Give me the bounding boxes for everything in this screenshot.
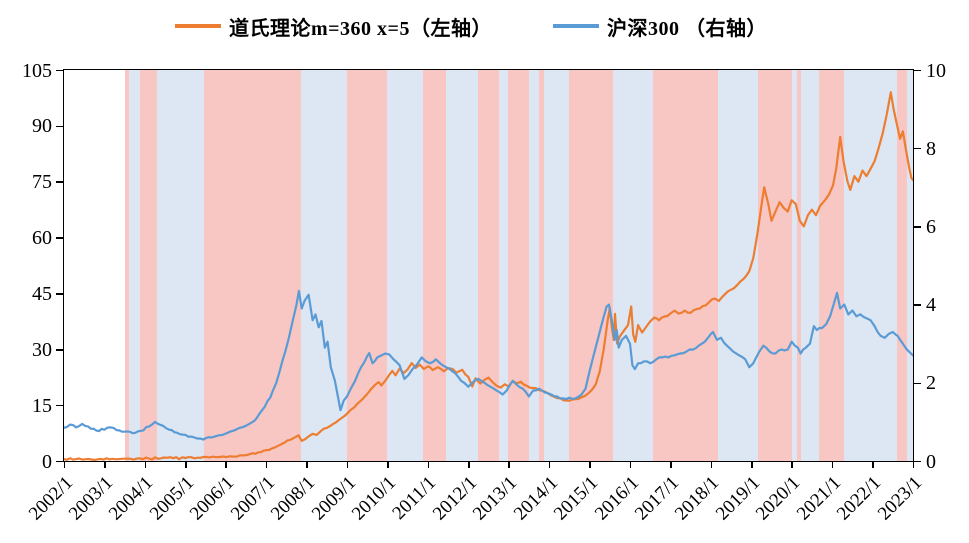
right-axis-label: 6 (926, 215, 936, 238)
legend-line-swatch-orange (175, 24, 221, 28)
right-axis-tick (913, 304, 921, 306)
left-axis-label: 105 (22, 59, 52, 82)
right-axis-label: 4 (926, 294, 936, 317)
regime-band-pink (653, 70, 719, 461)
right-axis-tick (913, 382, 921, 385)
regime-band-pink (140, 70, 157, 461)
regime-band-pink (896, 70, 907, 461)
x-axis-tick (225, 461, 227, 468)
x-axis-tick (387, 461, 389, 468)
left-axis-tick (56, 237, 63, 239)
series-line-csi300 (64, 289, 913, 441)
regime-band-pink (796, 70, 801, 461)
x-axis-tick (346, 461, 349, 468)
x-axis-tick (185, 461, 187, 468)
x-axis-tick (306, 461, 308, 468)
left-axis-tick (56, 69, 63, 72)
left-axis-tick (56, 404, 63, 407)
legend-item-csi300: 沪深300 （右轴） (553, 12, 767, 40)
left-axis-label: 0 (42, 450, 52, 473)
legend-item-dow-theory: 道氏理论m=360 x=5（左轴） (175, 12, 492, 40)
series-lines (64, 91, 913, 461)
right-axis-label: 8 (926, 137, 936, 160)
regime-band-blue (387, 70, 423, 461)
x-axis-tick (831, 461, 834, 468)
left-axis-tick (56, 349, 63, 351)
left-axis-label: 15 (32, 394, 52, 417)
left-axis-label: 45 (32, 282, 52, 305)
x-axis-tick (872, 461, 874, 468)
plot-area (63, 69, 914, 462)
left-axis-label: 60 (32, 227, 52, 250)
regime-band-blue (499, 70, 509, 461)
x-axis-tick (144, 461, 147, 468)
left-axis-label: 75 (32, 171, 52, 194)
right-axis-label: 2 (926, 372, 936, 395)
x-axis-tick (265, 461, 268, 468)
regime-band-blue (843, 70, 897, 461)
x-axis-tick (791, 461, 793, 468)
regime-band-blue (300, 70, 347, 461)
x-axis-tick (629, 461, 632, 468)
regime-band-pink (508, 70, 530, 461)
regime-band-blue (906, 70, 913, 461)
x-axis-tick (508, 461, 510, 468)
x-axis-tick (912, 461, 915, 468)
regime-band-pink (758, 70, 793, 461)
series-line-dow-theory (64, 91, 913, 461)
right-axis-tick (913, 69, 921, 72)
regime-band-blue (156, 70, 204, 461)
regime-band-pink (125, 70, 130, 461)
regime-band-pink (539, 70, 545, 461)
regime-band-pink (569, 70, 614, 461)
legend-label-csi300: 沪深300 （右轴） (607, 17, 767, 40)
x-axis-tick (589, 461, 591, 468)
x-axis-tick (468, 461, 470, 468)
x-axis-tick (63, 461, 66, 468)
legend-line-swatch-blue (553, 24, 599, 28)
left-axis-label: 90 (32, 115, 52, 138)
regime-band-pink (478, 70, 500, 461)
left-axis-tick (56, 460, 63, 463)
x-axis-tick (670, 461, 672, 468)
right-axis-tick (913, 460, 921, 463)
x-axis-tick (751, 461, 753, 468)
regime-band-pink (819, 70, 844, 461)
x-axis-tick (104, 461, 106, 468)
x-axis-tick (427, 461, 430, 468)
x-axis-tick (710, 461, 713, 468)
left-axis-tick (56, 125, 63, 128)
x-axis-tick (548, 461, 551, 468)
legend-label-dow-theory: 道氏理论m=360 x=5（左轴） (229, 17, 492, 40)
regime-band-blue (792, 70, 797, 461)
regime-band-blue (445, 70, 479, 461)
regime-band-blue (129, 70, 140, 461)
right-axis-tick (913, 226, 921, 228)
left-axis-tick (56, 181, 63, 183)
left-axis-tick (56, 293, 63, 295)
left-axis-label: 30 (32, 338, 52, 361)
regime-band-blue (801, 70, 820, 461)
regime-band-blue (613, 70, 654, 461)
right-axis-label: 0 (926, 450, 936, 473)
right-axis-label: 10 (926, 59, 946, 82)
right-axis-tick (913, 147, 921, 150)
regime-band-pink (203, 70, 301, 461)
regime-band-blue (529, 70, 540, 461)
